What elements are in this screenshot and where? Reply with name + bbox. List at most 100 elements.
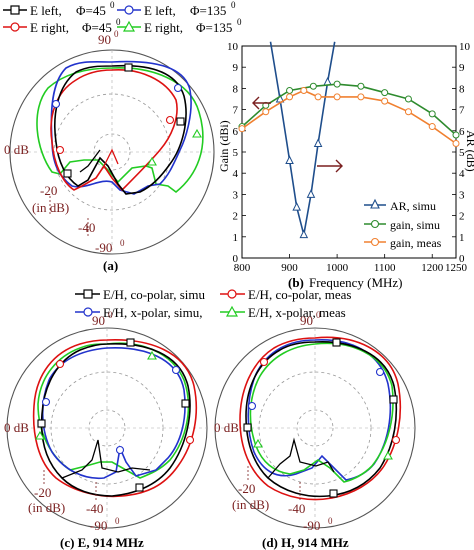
legend-a: E left, Φ=45 0 E left, Φ=135 0 E right, …	[3, 0, 242, 35]
dip-black-d	[267, 437, 335, 479]
polar-tick-in-db: (in dB)	[28, 500, 65, 515]
marker-circle	[51, 99, 61, 109]
polar-angle-sup: 0	[108, 310, 113, 320]
polar-angle-90: 90	[92, 313, 105, 328]
x-tick-label: 1200	[421, 262, 444, 274]
y-tick-label: 7	[233, 105, 239, 117]
data-point-gain-simu	[381, 89, 389, 97]
y-tick-label: 4	[233, 168, 239, 180]
y-tick-label: 2	[233, 211, 239, 223]
marker-triangle	[383, 450, 393, 460]
x-tick-label: 900	[281, 262, 298, 274]
x-tick-label: 1250	[445, 262, 468, 274]
dip-red-a	[103, 148, 119, 167]
marker-circle	[375, 367, 385, 377]
legend-a-phi: Φ=45	[76, 3, 106, 18]
y-tick-label: 6	[233, 126, 239, 138]
marker-circle	[55, 359, 65, 369]
legend-a-item-e-left-45: E left, Φ=45 0	[3, 0, 115, 18]
data-point-gain-simu	[309, 82, 317, 90]
data-point-ar-simu	[323, 76, 332, 86]
y-axis-label-right: AR (dB)	[464, 130, 474, 172]
data-point-gain-simu	[357, 82, 365, 90]
data-point-gain-meas	[404, 108, 412, 116]
series-group	[238, 41, 460, 239]
y-tick-label-right: 3	[459, 189, 465, 201]
marker-square	[126, 338, 135, 347]
polar-angle-90: 90	[300, 313, 313, 328]
polar-tick-in-db: (in dB)	[232, 497, 269, 512]
series-line-ar-simu	[269, 41, 336, 235]
legend-a-sup: 0	[231, 0, 236, 10]
polar-tick-0db: 0 dB	[214, 420, 239, 435]
polar-tick-minus40: -40	[78, 220, 95, 235]
y-tick-label: 9	[233, 62, 239, 74]
y-tick-label-right: 8	[459, 83, 465, 95]
legend-a-label: E right,	[144, 20, 183, 35]
polar-chart-c: 90 0 0 dB -20 (in dB) -40 -90 0 (c) E, 9…	[4, 310, 208, 550]
y-tick-label-right: 5	[459, 147, 465, 159]
legend-a-sup: 0	[110, 0, 115, 10]
legend-a-label: E right,	[30, 20, 69, 35]
dip-black-c	[61, 439, 151, 479]
y-tick-label: 3	[233, 189, 239, 201]
legend-b-label: gain, simu	[390, 218, 440, 232]
series-line-gain-meas	[241, 89, 457, 145]
marker-square	[332, 338, 341, 347]
legend-a-label: E left,	[144, 3, 176, 18]
data-point-gain-meas	[357, 93, 365, 101]
marker-circle	[165, 115, 175, 125]
legend-b-label: AR, simu	[390, 199, 436, 213]
y-tick-label-right: 4	[459, 168, 465, 180]
polar-tick-minus20: -20	[238, 481, 255, 496]
series-blue-c	[41, 347, 186, 480]
line-chart-b: 0 0 1 1 2 2 3 3 4 4 5 5 6 6 7 7 8 8 9 9 10 10 800 900 1000 1100 12…	[217, 41, 474, 290]
y-tick-label: 5	[233, 147, 239, 159]
y-tick-label: 10	[227, 41, 239, 53]
data-point-ar-simu	[306, 189, 316, 198]
dip-black-a	[79, 149, 101, 173]
polar-chart-d: 90 0 0 dB -20 (in dB) -40 -90 0 (d) H, 9…	[214, 310, 416, 550]
data-point-gain-simu	[333, 80, 341, 88]
series-green-d	[249, 342, 394, 483]
series-line-gain-simu	[241, 83, 457, 136]
legend-cd: E/H, co-polar, simu E/H, co-polar, meas …	[75, 287, 351, 320]
x-tick-label: 1100	[374, 262, 396, 274]
y-tick-label-right: 7	[459, 105, 465, 117]
caption-a: (a)	[103, 258, 118, 273]
x-tick-label: 800	[234, 262, 251, 274]
data-point-gain-meas	[314, 93, 322, 101]
data-point-ar-simu	[292, 202, 301, 211]
tick-group: 0 0 1 1 2 2 3 3 4 4 5 5 6 6 7 7 8 8 9 9 10 10 800 900 1000 1100 12…	[227, 41, 471, 274]
marker-square	[389, 395, 398, 404]
legend-b-item-ar: AR, simu	[364, 198, 436, 213]
y-tick-label-right: 10	[459, 41, 471, 53]
marker-triangle	[35, 430, 45, 440]
arrow-right	[317, 159, 343, 173]
y-tick-label: 0	[233, 253, 239, 265]
marker-square	[63, 169, 72, 178]
marker-circle	[115, 445, 125, 455]
legend-cd-label: E/H, x-polar, meas	[248, 305, 346, 320]
legend-b-item-gain-meas: gain, meas	[364, 236, 442, 250]
marker-square	[37, 419, 46, 428]
polar-angle-90: 90	[98, 32, 111, 47]
y-tick-label-right: 2	[459, 211, 465, 223]
marker-square	[135, 483, 144, 492]
polar-tick-minus20: -20	[34, 485, 51, 500]
marker-square	[181, 399, 190, 408]
legend-a-item-e-right-45: E right, Φ=45 0	[3, 17, 121, 35]
y-tick-label: 1	[233, 232, 239, 244]
polar-angle-m90: -90	[90, 518, 107, 533]
data-point-gain-simu	[452, 131, 460, 139]
polar-angle-sup: 0	[316, 310, 321, 320]
y-tick-label-right: 6	[459, 126, 465, 138]
data-point-gain-simu	[428, 110, 436, 118]
arrow-left	[252, 96, 271, 110]
data-point-gain-simu	[404, 95, 412, 103]
polar-angle-m90: -90	[303, 518, 320, 533]
legend-cd-label: E/H, x-polar, simu,	[103, 305, 203, 320]
polar-angle-sup: 0	[114, 29, 119, 39]
data-point-ar-simu	[285, 155, 294, 164]
